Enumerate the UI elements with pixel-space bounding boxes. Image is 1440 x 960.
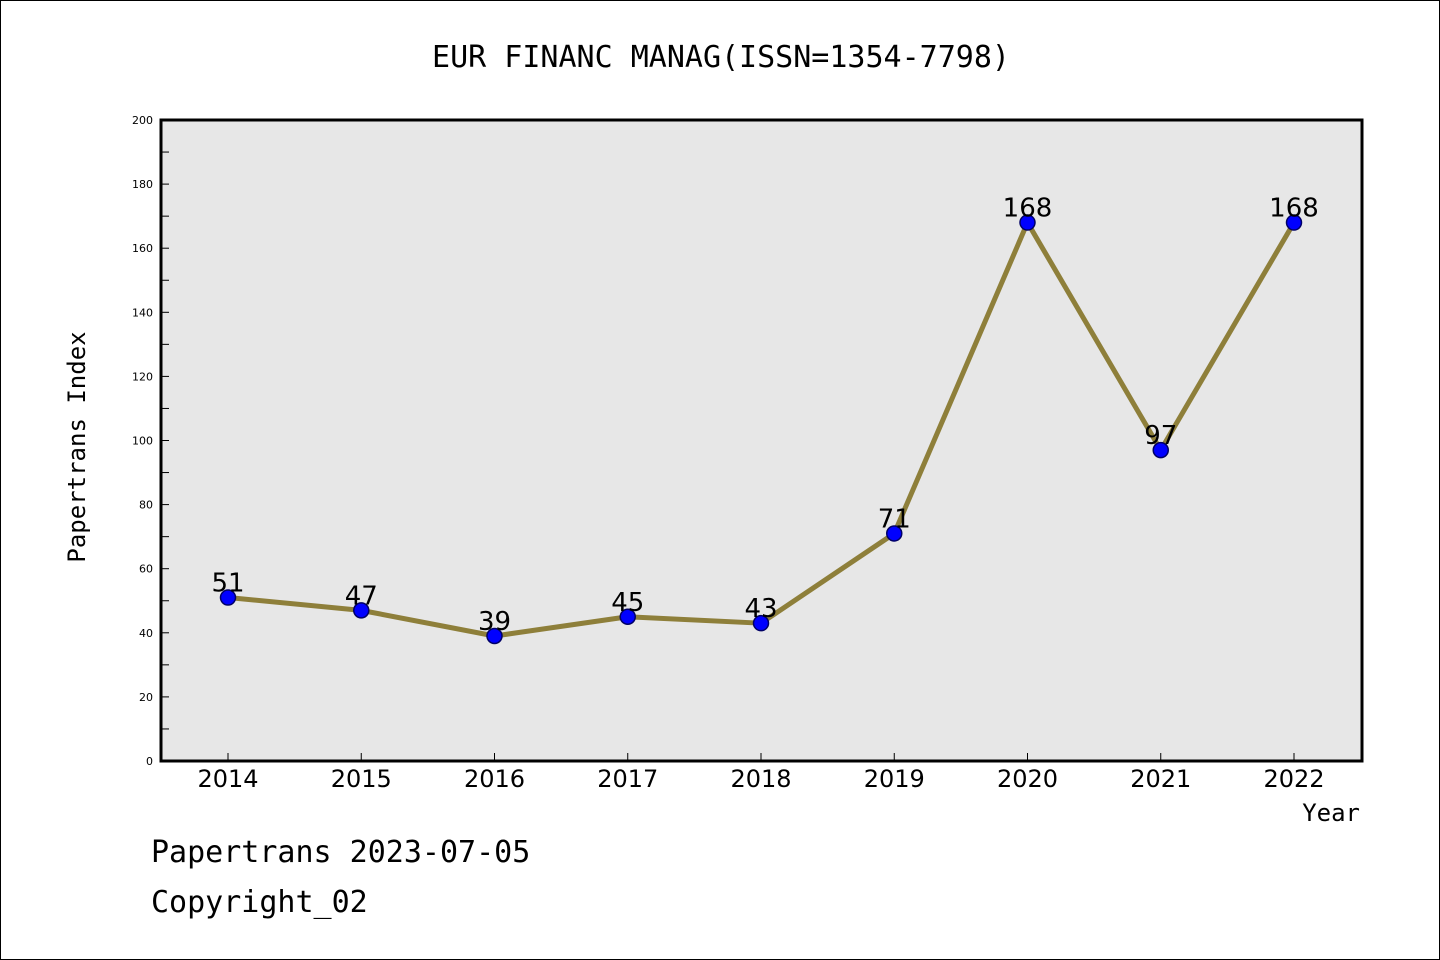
series-line-group bbox=[219, 214, 1303, 645]
y-tick-label: 100 bbox=[132, 435, 153, 448]
y-tick-label: 200 bbox=[132, 114, 153, 127]
y-tick-label: 40 bbox=[139, 627, 153, 640]
data-label: 43 bbox=[744, 594, 777, 624]
data-label: 168 bbox=[1269, 194, 1319, 224]
data-point bbox=[1285, 214, 1303, 231]
y-tick-label: 80 bbox=[139, 499, 153, 512]
data-label: 51 bbox=[211, 569, 244, 599]
data-point bbox=[1152, 441, 1169, 459]
data-label: 39 bbox=[478, 607, 511, 637]
data-label: 97 bbox=[1144, 421, 1177, 451]
plot-area bbox=[159, 118, 1364, 763]
y-tick-label: 140 bbox=[132, 306, 153, 319]
footer-date-stamp: Papertrans 2023-07-05 bbox=[151, 835, 531, 870]
data-point bbox=[353, 602, 370, 619]
data-label: 47 bbox=[345, 581, 378, 611]
footer-copyright: Copyright_02 bbox=[151, 885, 368, 920]
y-axis: 0 20 40 60 80 100 120 140 160 180 200 bbox=[132, 114, 169, 768]
data-label: 71 bbox=[878, 504, 911, 534]
data-label: 45 bbox=[611, 588, 644, 618]
y-tick-label: 60 bbox=[139, 563, 153, 576]
x-tick-label: 2019 bbox=[864, 765, 925, 793]
y-axis-title: Papertrans Index bbox=[63, 331, 91, 562]
data-point bbox=[752, 614, 770, 632]
chart-title: EUR FINANC MANAG(ISSN=1354-7798) bbox=[432, 40, 1010, 75]
x-tick-label: 2022 bbox=[1263, 765, 1324, 793]
x-tick-label: 2021 bbox=[1130, 765, 1191, 793]
data-point bbox=[619, 608, 636, 626]
data-label-group: 51 47 39 45 43 71 168 97 168 bbox=[211, 194, 1318, 637]
y-tick-label: 180 bbox=[132, 178, 153, 191]
data-point bbox=[486, 627, 503, 645]
data-point bbox=[1019, 214, 1036, 231]
y-tick-label: 120 bbox=[132, 370, 153, 383]
data-point bbox=[886, 525, 903, 542]
x-tick-label: 2017 bbox=[597, 765, 658, 793]
x-axis-title: Year bbox=[1302, 799, 1360, 827]
data-point bbox=[219, 589, 237, 606]
y-tick-label: 160 bbox=[132, 242, 153, 255]
x-tick-label: 2014 bbox=[197, 765, 258, 793]
x-tick-label: 2020 bbox=[997, 765, 1058, 793]
x-axis: 2014 2015 2016 2017 2018 2019 2020 2021 2022 bbox=[197, 753, 1325, 793]
y-tick-label: 0 bbox=[146, 755, 153, 768]
data-label: 168 bbox=[1003, 194, 1053, 224]
x-tick-label: 2018 bbox=[730, 765, 791, 793]
x-tick-label: 2016 bbox=[464, 765, 525, 793]
y-tick-label: 20 bbox=[139, 691, 153, 704]
x-tick-label: 2015 bbox=[331, 765, 392, 793]
